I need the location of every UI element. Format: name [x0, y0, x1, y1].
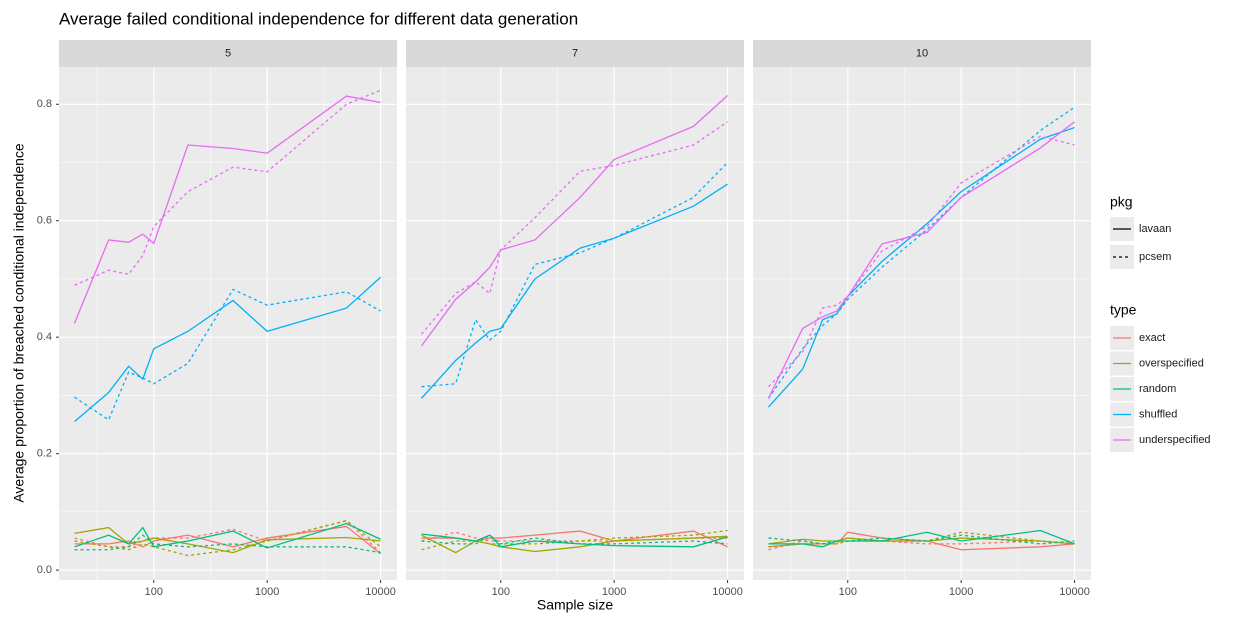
chart-title: Average failed conditional independence …: [59, 9, 578, 28]
x-tick-label: 1000: [255, 586, 279, 598]
series-line: [74, 534, 381, 554]
y-tick-label: 0.4: [37, 331, 52, 343]
series-line: [421, 162, 729, 388]
x-tick-label: 100: [492, 586, 510, 598]
series-line: [768, 135, 1075, 388]
series-line: [767, 106, 1075, 399]
series-line: [421, 121, 728, 335]
series-line: [74, 288, 381, 421]
series-line: [74, 522, 381, 549]
legend-label: lavaan: [1139, 223, 1171, 235]
strip: [59, 40, 397, 67]
y-tick-label: 0.2: [37, 448, 52, 460]
y-tick-label: 0.8: [37, 98, 52, 110]
series-line: [768, 534, 1075, 545]
x-tick-label: 1000: [949, 586, 973, 598]
x-tick-label: 10000: [365, 586, 396, 598]
x-tick-label: 10000: [1059, 586, 1090, 598]
panel: [406, 67, 744, 580]
series-line: [421, 534, 728, 554]
y-tick-label: 0.6: [37, 215, 52, 227]
series-line: [74, 526, 381, 554]
y-axis-label: Average proportion of breached condition…: [11, 143, 27, 503]
legend-label: exact: [1139, 332, 1165, 344]
x-tick-label: 10000: [712, 586, 743, 598]
legend-label: pcsem: [1139, 251, 1171, 263]
x-tick-label: 1000: [602, 586, 626, 598]
legend-label: shuffled: [1139, 408, 1177, 420]
series-line: [420, 95, 729, 347]
series-line: [421, 533, 728, 548]
series-line: [74, 276, 382, 423]
facet-label: 7: [572, 47, 578, 59]
legend-title: pkg: [1110, 194, 1133, 210]
series-line: [768, 126, 1075, 408]
legend-label: overspecified: [1139, 357, 1204, 369]
strip: [753, 40, 1091, 67]
legend-title: type: [1110, 302, 1137, 318]
y-tick-label: 0.0: [37, 564, 52, 576]
series-line: [74, 519, 382, 554]
panel: [753, 67, 1091, 580]
strip: [406, 40, 744, 67]
x-tick-label: 100: [839, 586, 857, 598]
facet-label: 5: [225, 47, 231, 59]
facet-label: 10: [916, 47, 928, 59]
series-line: [73, 95, 381, 324]
series-line: [421, 534, 728, 545]
legend-label: underspecified: [1139, 434, 1211, 446]
x-axis-label: Sample size: [537, 597, 613, 613]
x-tick-label: 100: [145, 586, 163, 598]
legend-label: random: [1139, 383, 1176, 395]
series-line: [767, 121, 1075, 399]
series-line: [768, 529, 1075, 548]
panel: [59, 67, 397, 580]
